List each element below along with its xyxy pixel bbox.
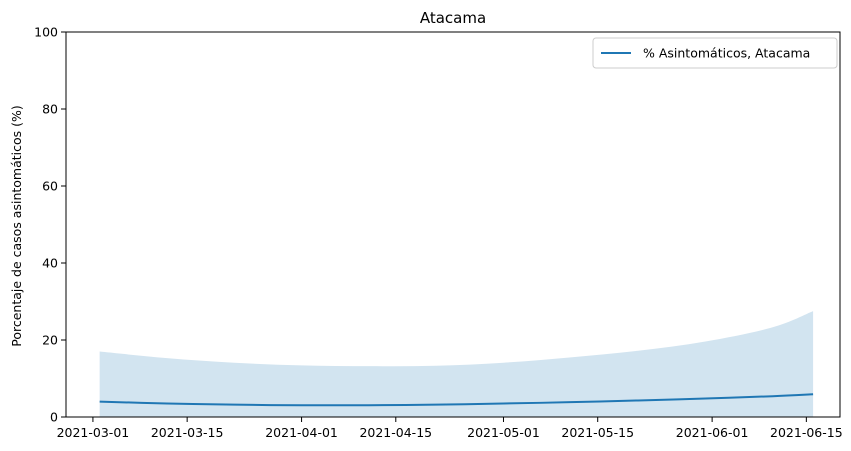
- x-tick-label: 2021-06-15: [770, 425, 843, 440]
- confidence-band-0: [99, 311, 814, 417]
- y-tick-label: 0: [50, 410, 58, 425]
- legend: % Asintomáticos, Atacama: [592, 37, 838, 69]
- legend-entry: % Asintomáticos, Atacama: [643, 46, 810, 61]
- y-tick-label: 60: [42, 179, 58, 194]
- x-tick-label: 2021-03-15: [151, 425, 224, 440]
- y-tick-label: 20: [42, 333, 58, 348]
- y-axis-label: Porcentaje de casos asintomáticos (%): [9, 105, 24, 347]
- x-tick-label: 2021-04-01: [265, 425, 338, 440]
- x-tick-label: 2021-05-01: [467, 425, 540, 440]
- series-line-0: [99, 393, 814, 407]
- y-tick-label: 100: [34, 25, 58, 40]
- y-tick-label: 40: [42, 256, 58, 271]
- axes: 0 20 40 60 80 100 2021-03-01 2021-03-15 2021-04-…: [34, 25, 843, 441]
- x-tick-label: 2021-06-01: [676, 425, 749, 440]
- x-tick-label: 2021-04-15: [359, 425, 432, 440]
- plot-area: [99, 311, 814, 417]
- chart-title: Atacama: [420, 9, 486, 27]
- x-tick-label: 2021-05-15: [561, 425, 634, 440]
- legend-box: [592, 37, 838, 69]
- plot-frame: [65, 31, 841, 418]
- y-tick-label: 80: [42, 102, 58, 117]
- x-tick-label: 2021-03-01: [57, 425, 130, 440]
